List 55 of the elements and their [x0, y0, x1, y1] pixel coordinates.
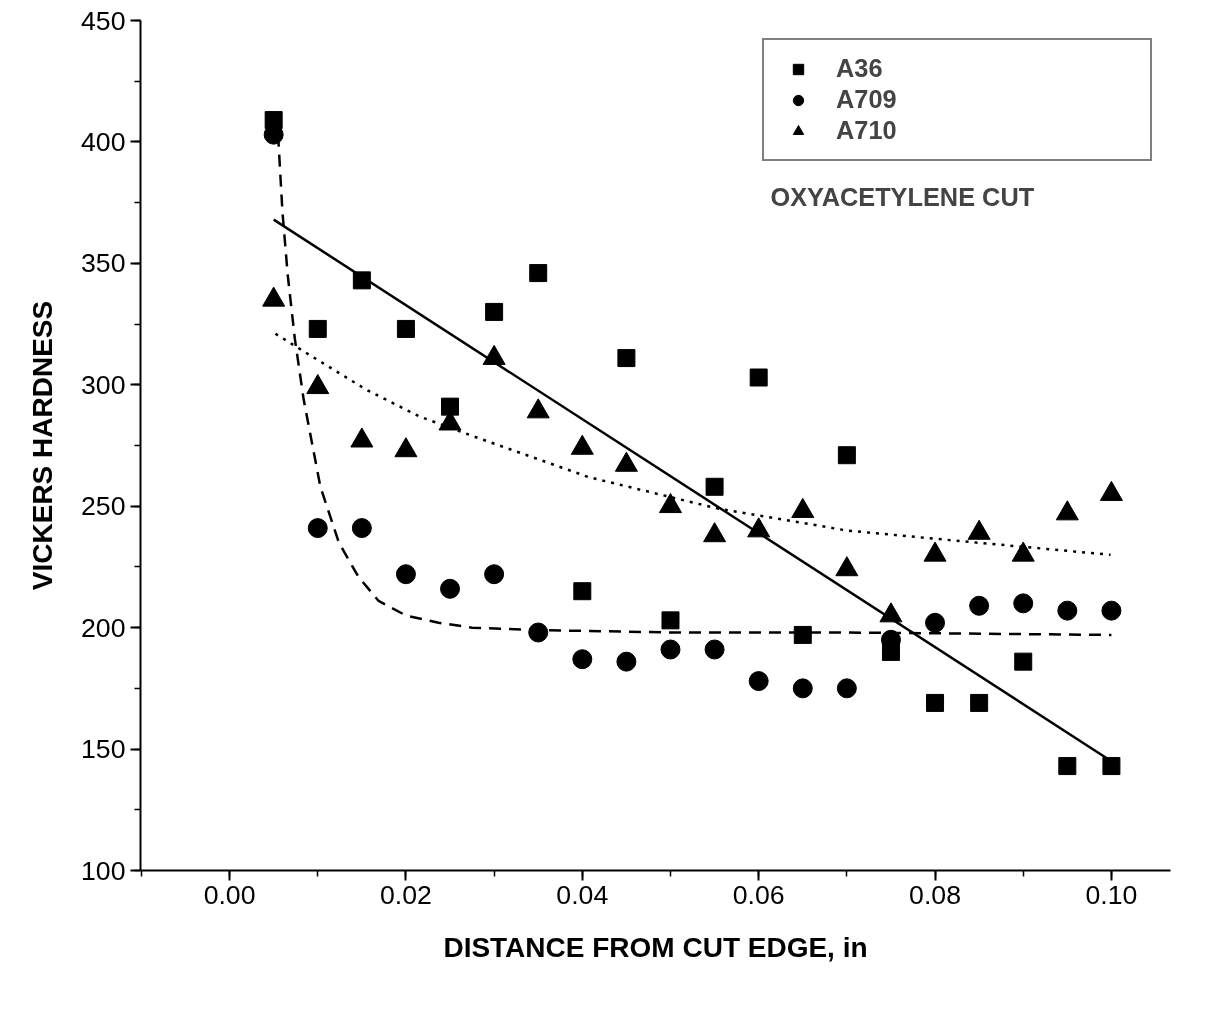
point [396, 319, 415, 338]
y-tick-label: 200 [81, 612, 126, 643]
x-tick-label: 0.00 [203, 879, 256, 910]
point [1057, 600, 1078, 621]
point [926, 693, 945, 712]
annotation: OXYACETYLENE CUT [770, 182, 1035, 211]
point [925, 612, 946, 633]
point [704, 639, 725, 660]
y-tick-label: 350 [81, 248, 126, 279]
point [617, 349, 636, 368]
point [661, 611, 680, 630]
point [351, 518, 372, 539]
y-tick-label: 450 [81, 5, 126, 36]
point [969, 595, 990, 616]
point [528, 622, 549, 643]
y-tick-label: 250 [81, 491, 126, 522]
point [440, 578, 461, 599]
point [792, 678, 813, 699]
point [1101, 600, 1122, 621]
point [573, 582, 592, 601]
point [395, 564, 416, 585]
y-tick-label: 400 [81, 126, 126, 157]
legend-label: A710 [836, 116, 898, 145]
point [749, 368, 768, 387]
point [793, 625, 812, 644]
point [705, 477, 724, 496]
point [748, 671, 769, 692]
point [572, 649, 593, 670]
point [485, 302, 504, 321]
point [1013, 593, 1034, 614]
legend-label: A709 [836, 85, 898, 114]
y-axis-title: VICKERS HARDNESS [27, 300, 59, 591]
x-tick-label: 0.02 [380, 879, 432, 910]
point [529, 264, 548, 283]
point [837, 446, 856, 465]
point [1102, 757, 1121, 776]
point [836, 678, 857, 699]
x-tick-label: 0.08 [909, 879, 961, 910]
point [970, 693, 989, 712]
point [660, 639, 681, 660]
legend-label: A36 [836, 54, 884, 83]
x-tick-label: 0.06 [732, 879, 785, 910]
point [441, 397, 460, 416]
point [1058, 757, 1077, 776]
point [307, 518, 328, 539]
y-tick-label: 300 [81, 369, 126, 400]
point [616, 651, 637, 672]
point [484, 564, 505, 585]
x-tick-label: 0.10 [1085, 879, 1138, 910]
y-tick-label: 150 [81, 734, 126, 765]
y-tick-label: 100 [81, 855, 126, 886]
point [308, 319, 327, 338]
x-tick-label: 0.04 [556, 879, 609, 910]
point [1014, 652, 1033, 671]
x-axis-title: DISTANCE FROM CUT EDGE, in [443, 931, 868, 963]
